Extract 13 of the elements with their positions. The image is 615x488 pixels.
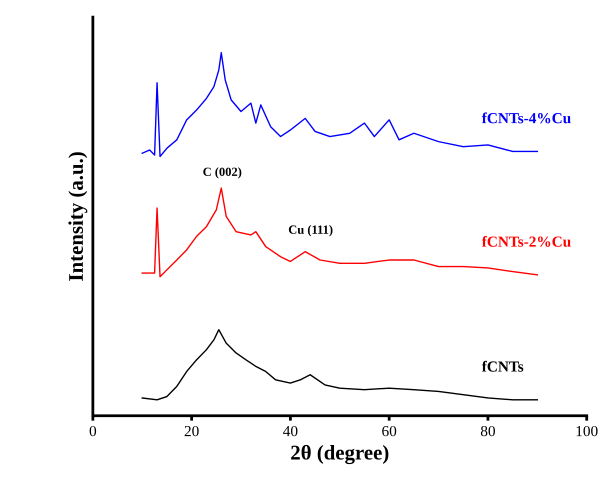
series-label: fCNTs-2%Cu [482, 236, 571, 247]
y-axis-title: Intensity (a.u.) [68, 152, 88, 281]
x-tick-label: 100 [576, 426, 598, 436]
x-tick-label: 20 [184, 426, 199, 436]
annotation: Cu (111) [288, 225, 333, 236]
x-tick-label: 40 [283, 426, 298, 436]
x-tick-label: 0 [90, 426, 96, 436]
series-label: fCNTs-4%Cu [482, 112, 571, 124]
annotation: C (002) [203, 167, 242, 179]
x-tick-label: 60 [382, 426, 396, 436]
series-label: fCNTs [482, 360, 524, 372]
x-axis-title: 2θ (degree) [291, 444, 388, 464]
x-tick-label: 80 [480, 426, 495, 436]
